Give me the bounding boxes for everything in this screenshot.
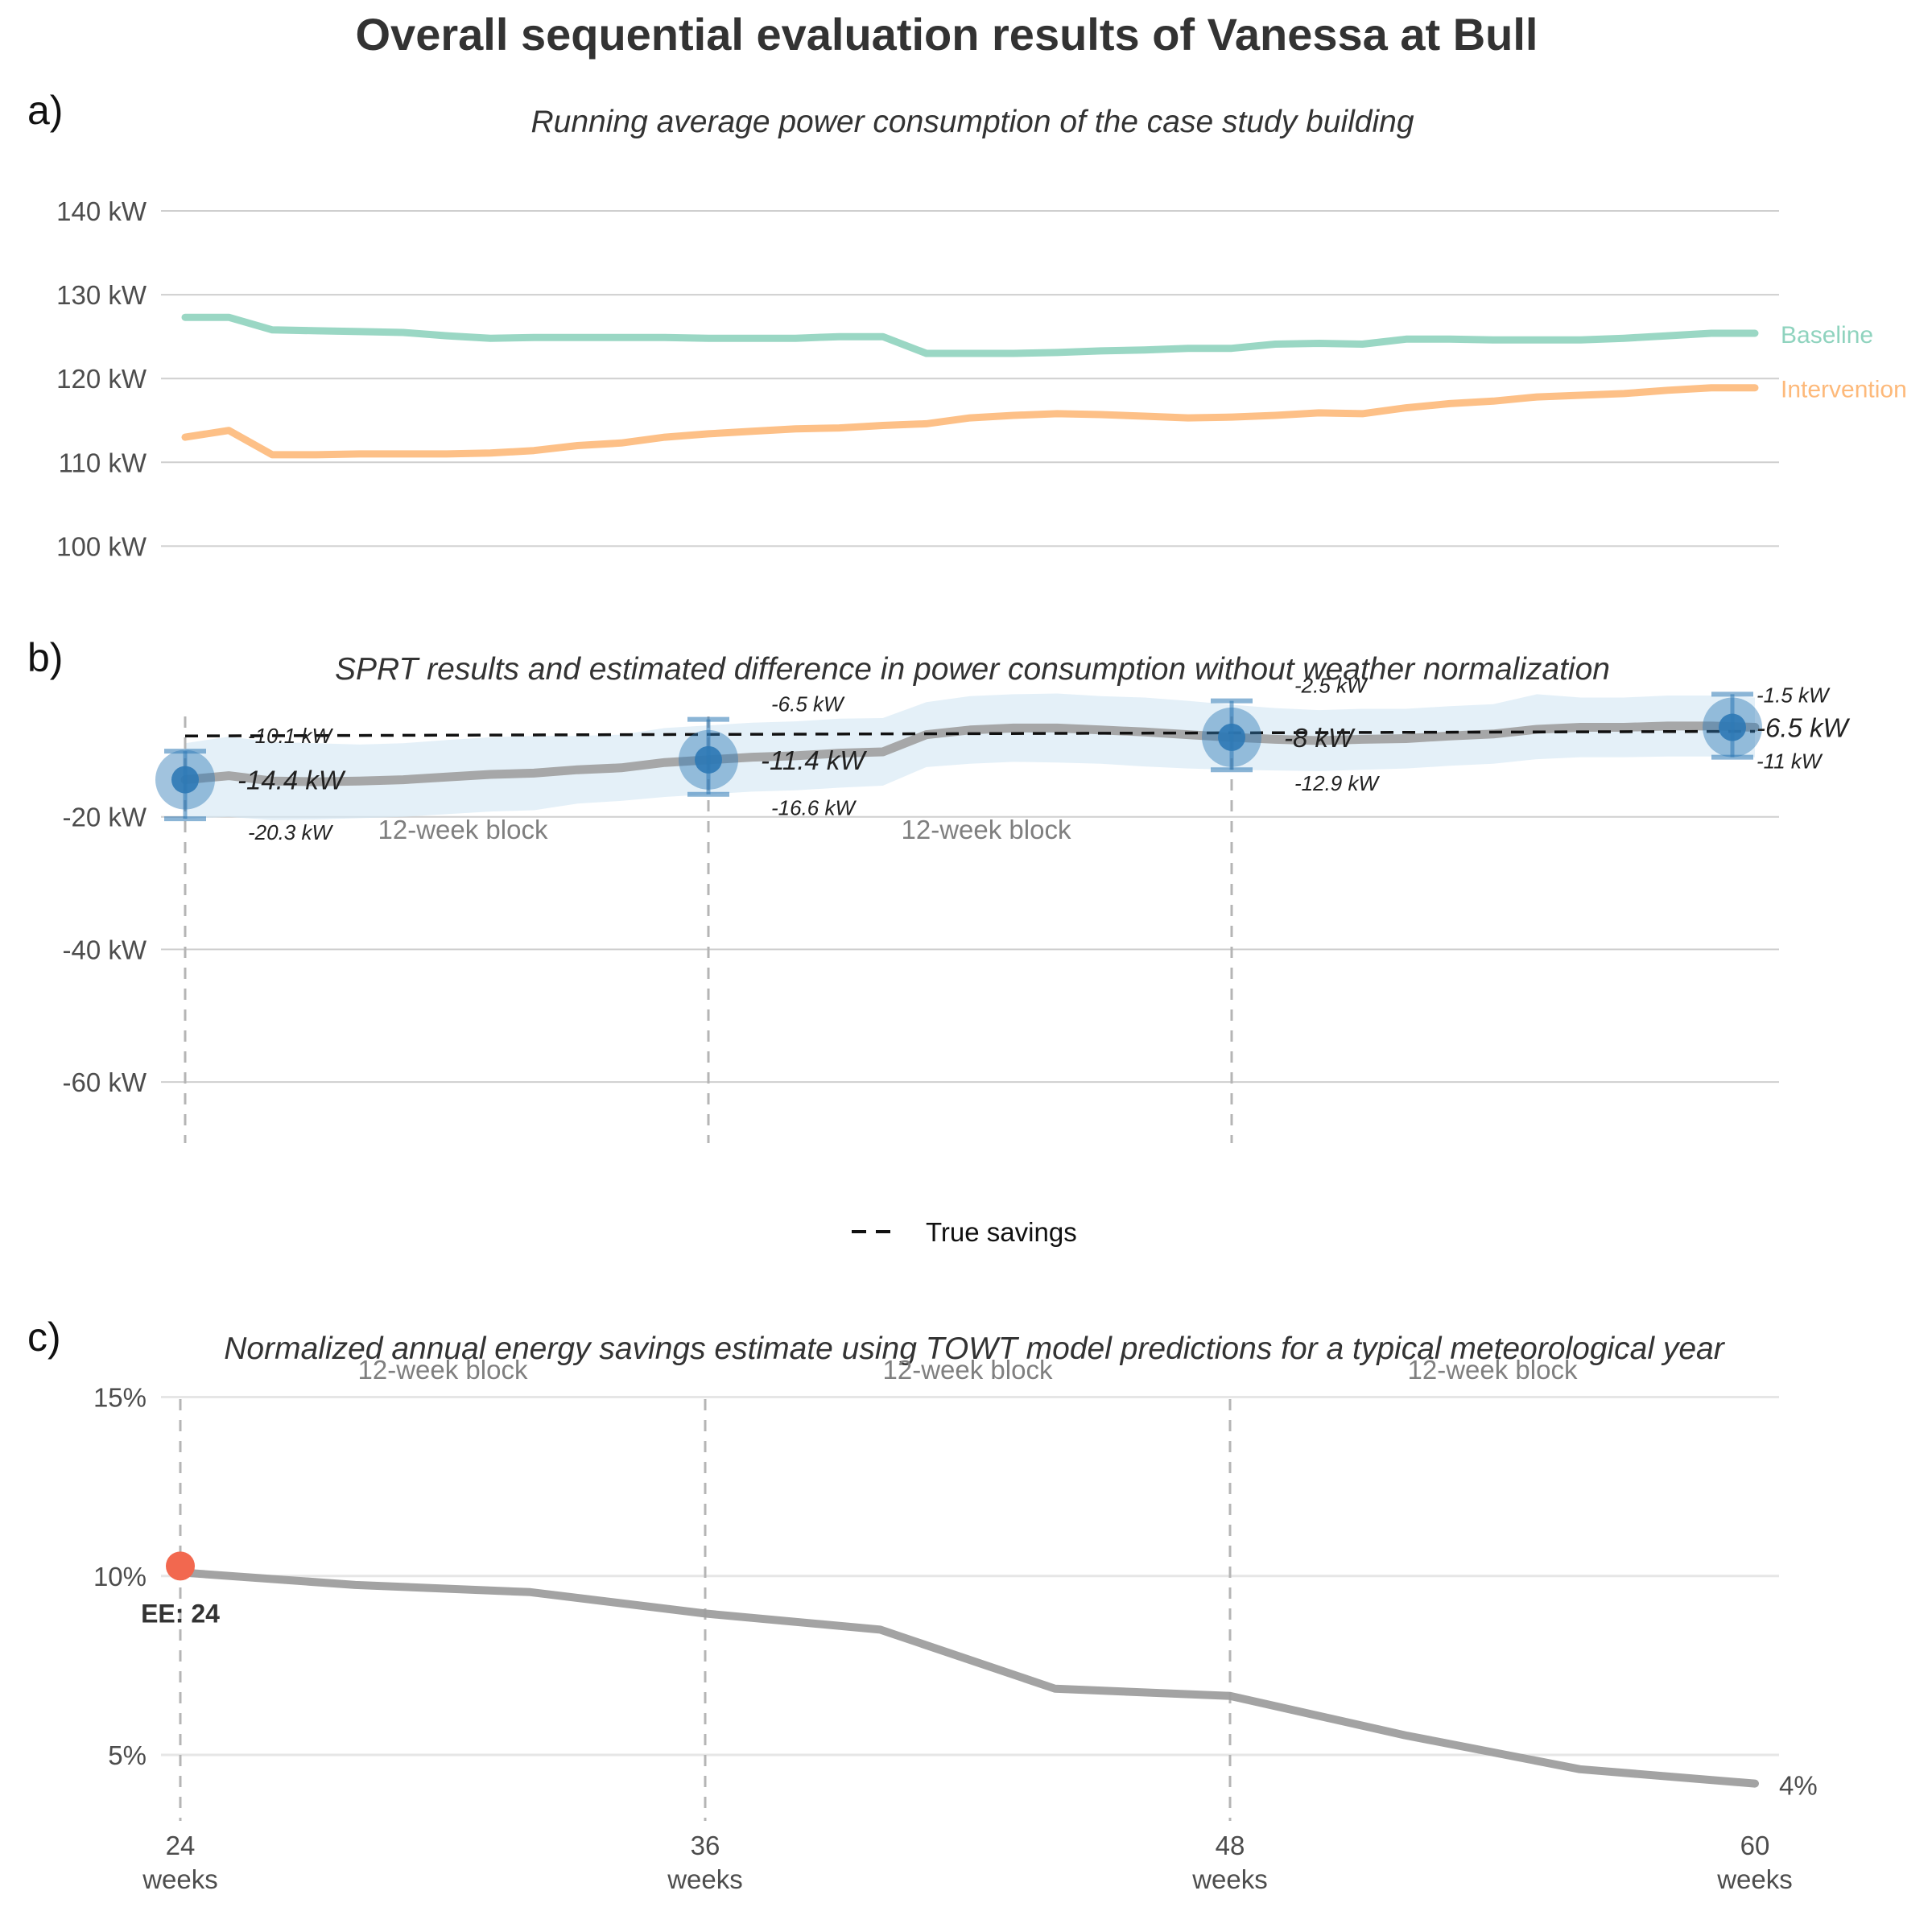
panel-a-ytick-label: 140 kW xyxy=(56,196,147,226)
panel-b-true-savings-line xyxy=(184,729,1756,737)
panel-a-ytick-label: 130 kW xyxy=(56,280,147,310)
panel-b-ytick-label: -60 kW xyxy=(62,1067,147,1097)
panel-c-savings-line xyxy=(176,1568,1759,1788)
panel-c-block-label: 12-week block xyxy=(883,1355,1053,1385)
panel-b-upper-label: -1.5 kW xyxy=(1757,683,1831,707)
panel-b-ytick-label: -20 kW xyxy=(62,803,147,832)
panel-a-ytick-label: 110 kW xyxy=(59,448,147,477)
panel-c-ytick-label: 15% xyxy=(93,1383,147,1413)
panel-a-ytick-label: 120 kW xyxy=(56,364,147,394)
x-axis-tick-value: 24 xyxy=(166,1831,196,1860)
panel-a-ytick-label: 100 kW xyxy=(56,531,147,561)
panel-b-checkpoint-point xyxy=(1218,723,1245,751)
panel-b-letter: b) xyxy=(27,635,63,680)
x-axis-tick-value: 60 xyxy=(1740,1831,1770,1860)
panel-c-letter: c) xyxy=(27,1315,61,1360)
panel-b-checkpoint-point xyxy=(171,766,199,794)
panel-c-end-label: 4% xyxy=(1779,1771,1818,1801)
panel-a-series-label: Intervention xyxy=(1781,377,1907,403)
x-axis-tick-unit: weeks xyxy=(1191,1864,1268,1894)
panel-b-checkpoint-point xyxy=(1719,713,1746,741)
x-axis-tick-unit: weeks xyxy=(142,1864,218,1894)
panel-c-early-end-point xyxy=(166,1551,195,1581)
panel-a-series-label: Baseline xyxy=(1781,322,1873,349)
panel-b-block-label: 12-week block xyxy=(378,815,548,844)
legend: True savings xyxy=(852,1217,1077,1247)
x-axis-tick-unit: weeks xyxy=(1716,1864,1793,1894)
panel-b-checkpoint-point xyxy=(695,745,722,774)
panel-c-block-label: 12-week block xyxy=(358,1355,528,1385)
panel-c-early-end-label: EE: 24 xyxy=(141,1599,220,1628)
panel-c-ytick-label: 5% xyxy=(108,1740,147,1770)
panel-b-estimate-label: -8 kW xyxy=(1284,723,1356,753)
x-axis-tick-value: 36 xyxy=(691,1831,720,1860)
panel-b-upper-label: -10.1 kW xyxy=(248,724,333,748)
panel-c-ytick-label: 10% xyxy=(93,1562,147,1591)
panel-b-lower-label: -11 kW xyxy=(1757,749,1823,774)
panel-b-ytick-label: -40 kW xyxy=(62,935,147,964)
panel-a-series-intervention xyxy=(181,384,1759,459)
panel-b-estimate-label: -6.5 kW xyxy=(1757,713,1851,743)
panel-c-subtitle: Normalized annual energy savings estimat… xyxy=(224,1331,1725,1366)
x-axis-tick-value: 48 xyxy=(1216,1831,1245,1860)
panel-a-letter: a) xyxy=(27,88,63,133)
legend-true-savings-label: True savings xyxy=(926,1217,1077,1247)
panel-b-estimate-label: -14.4 kW xyxy=(237,766,346,795)
panel-b-lower-label: -16.6 kW xyxy=(771,796,857,820)
panel-b-block-label: 12-week block xyxy=(902,815,1071,844)
panel-a-series-baseline xyxy=(181,313,1759,357)
x-axis-tick-unit: weeks xyxy=(667,1864,743,1894)
panel-b-sprt-results: b) SPRT results and estimated difference… xyxy=(27,635,1851,1247)
panel-b-estimate-label: -11.4 kW xyxy=(761,745,867,775)
panel-b-lower-label: -12.9 kW xyxy=(1294,771,1380,795)
panel-c-normalized-savings: c) Normalized annual energy savings esti… xyxy=(27,1315,1818,1894)
panel-a-subtitle: Running average power consumption of the… xyxy=(530,105,1414,139)
chart-title: Overall sequential evaluation results of… xyxy=(356,9,1538,60)
panel-b-lower-label: -20.3 kW xyxy=(248,820,333,844)
panel-b-upper-label: -6.5 kW xyxy=(771,692,845,716)
panel-b-estimate-line xyxy=(180,721,1760,786)
panel-c-block-label: 12-week block xyxy=(1408,1355,1578,1385)
panel-b-subtitle: SPRT results and estimated difference in… xyxy=(335,652,1610,687)
panel-a-power-consumption: a) Running average power consumption of … xyxy=(27,88,1907,561)
panel-b-upper-label: -2.5 kW xyxy=(1294,674,1368,698)
panel-b-confidence-band xyxy=(185,693,1755,820)
